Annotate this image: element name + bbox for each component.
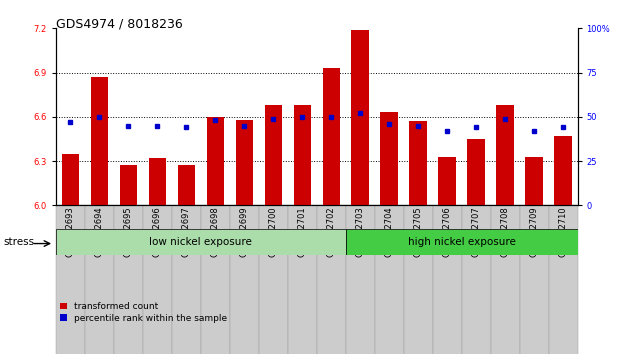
FancyBboxPatch shape: [288, 205, 317, 354]
Bar: [351, 30, 369, 205]
FancyBboxPatch shape: [404, 205, 433, 354]
Bar: [525, 157, 543, 205]
FancyBboxPatch shape: [56, 205, 85, 354]
FancyBboxPatch shape: [491, 205, 520, 354]
Bar: [409, 121, 427, 205]
Text: GDS4974 / 8018236: GDS4974 / 8018236: [56, 18, 183, 31]
Bar: [56, 229, 346, 255]
FancyBboxPatch shape: [346, 205, 374, 354]
FancyBboxPatch shape: [433, 205, 461, 354]
FancyBboxPatch shape: [461, 205, 491, 354]
Legend: transformed count, percentile rank within the sample: transformed count, percentile rank withi…: [60, 302, 227, 322]
Bar: [207, 117, 224, 205]
Bar: [381, 113, 398, 205]
Bar: [91, 77, 108, 205]
Text: low nickel exposure: low nickel exposure: [150, 237, 252, 247]
Bar: [438, 157, 456, 205]
Bar: [120, 166, 137, 205]
FancyBboxPatch shape: [230, 205, 259, 354]
Bar: [265, 105, 282, 205]
Bar: [178, 166, 195, 205]
Text: stress: stress: [3, 238, 34, 247]
Bar: [468, 139, 485, 205]
FancyBboxPatch shape: [85, 205, 114, 354]
Bar: [346, 229, 578, 255]
Bar: [148, 158, 166, 205]
FancyBboxPatch shape: [143, 205, 172, 354]
FancyBboxPatch shape: [520, 205, 548, 354]
Bar: [496, 105, 514, 205]
Text: high nickel exposure: high nickel exposure: [407, 237, 515, 247]
Bar: [555, 136, 572, 205]
FancyBboxPatch shape: [114, 205, 143, 354]
FancyBboxPatch shape: [172, 205, 201, 354]
FancyBboxPatch shape: [374, 205, 404, 354]
Bar: [61, 154, 79, 205]
Bar: [294, 105, 311, 205]
FancyBboxPatch shape: [317, 205, 346, 354]
FancyBboxPatch shape: [201, 205, 230, 354]
FancyBboxPatch shape: [259, 205, 288, 354]
FancyBboxPatch shape: [548, 205, 578, 354]
Bar: [235, 120, 253, 205]
Bar: [322, 68, 340, 205]
